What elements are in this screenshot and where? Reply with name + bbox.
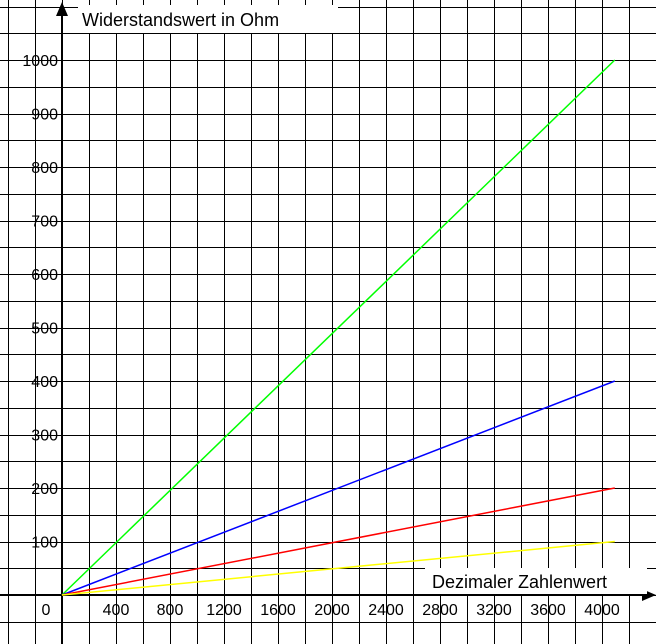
x-tick-label: 3600 <box>530 602 566 619</box>
series-line-4 <box>61 540 615 596</box>
x-tick-label: 400 <box>103 602 130 619</box>
y-tick-label: 200 <box>31 481 58 498</box>
x-tick-label: 4000 <box>584 602 620 619</box>
x-tick-label: 1600 <box>260 602 296 619</box>
ylabel-background <box>78 5 338 33</box>
series-line-3 <box>61 487 615 596</box>
x-axis-label: Dezimaler Zahlenwert <box>432 572 607 592</box>
y-tick-label: 600 <box>31 267 58 284</box>
x-tick-label: 0 <box>42 602 51 619</box>
x-tick-label: 3200 <box>476 602 512 619</box>
x-tick-label: 2000 <box>314 602 350 619</box>
y-tick-label: 300 <box>31 428 58 445</box>
x-tick-label: 1200 <box>206 602 242 619</box>
x-tick-label: 800 <box>157 602 184 619</box>
y-tick-label: 800 <box>31 160 58 177</box>
y-tick-label: 100 <box>31 535 58 552</box>
x-tick-label: 2400 <box>368 602 404 619</box>
y-tick-label: 500 <box>31 321 58 338</box>
series-layer <box>61 59 616 596</box>
y-tick-label: 900 <box>31 107 58 124</box>
series-line-1 <box>61 59 616 596</box>
tick-labels: 0 400 800 1200 1600 2000 2400 2800 3200 3600 4000 1… <box>22 53 619 619</box>
y-tick-label: 400 <box>31 374 58 391</box>
y-tick-label: 700 <box>31 214 58 231</box>
series-line-2 <box>61 380 616 596</box>
x-tick-label: 2800 <box>422 602 458 619</box>
y-axis-label: Widerstandswert in Ohm <box>82 10 279 30</box>
xlabel-background <box>425 568 647 594</box>
y-tick-label: 1000 <box>22 53 58 70</box>
y-axis-arrow <box>56 2 68 16</box>
